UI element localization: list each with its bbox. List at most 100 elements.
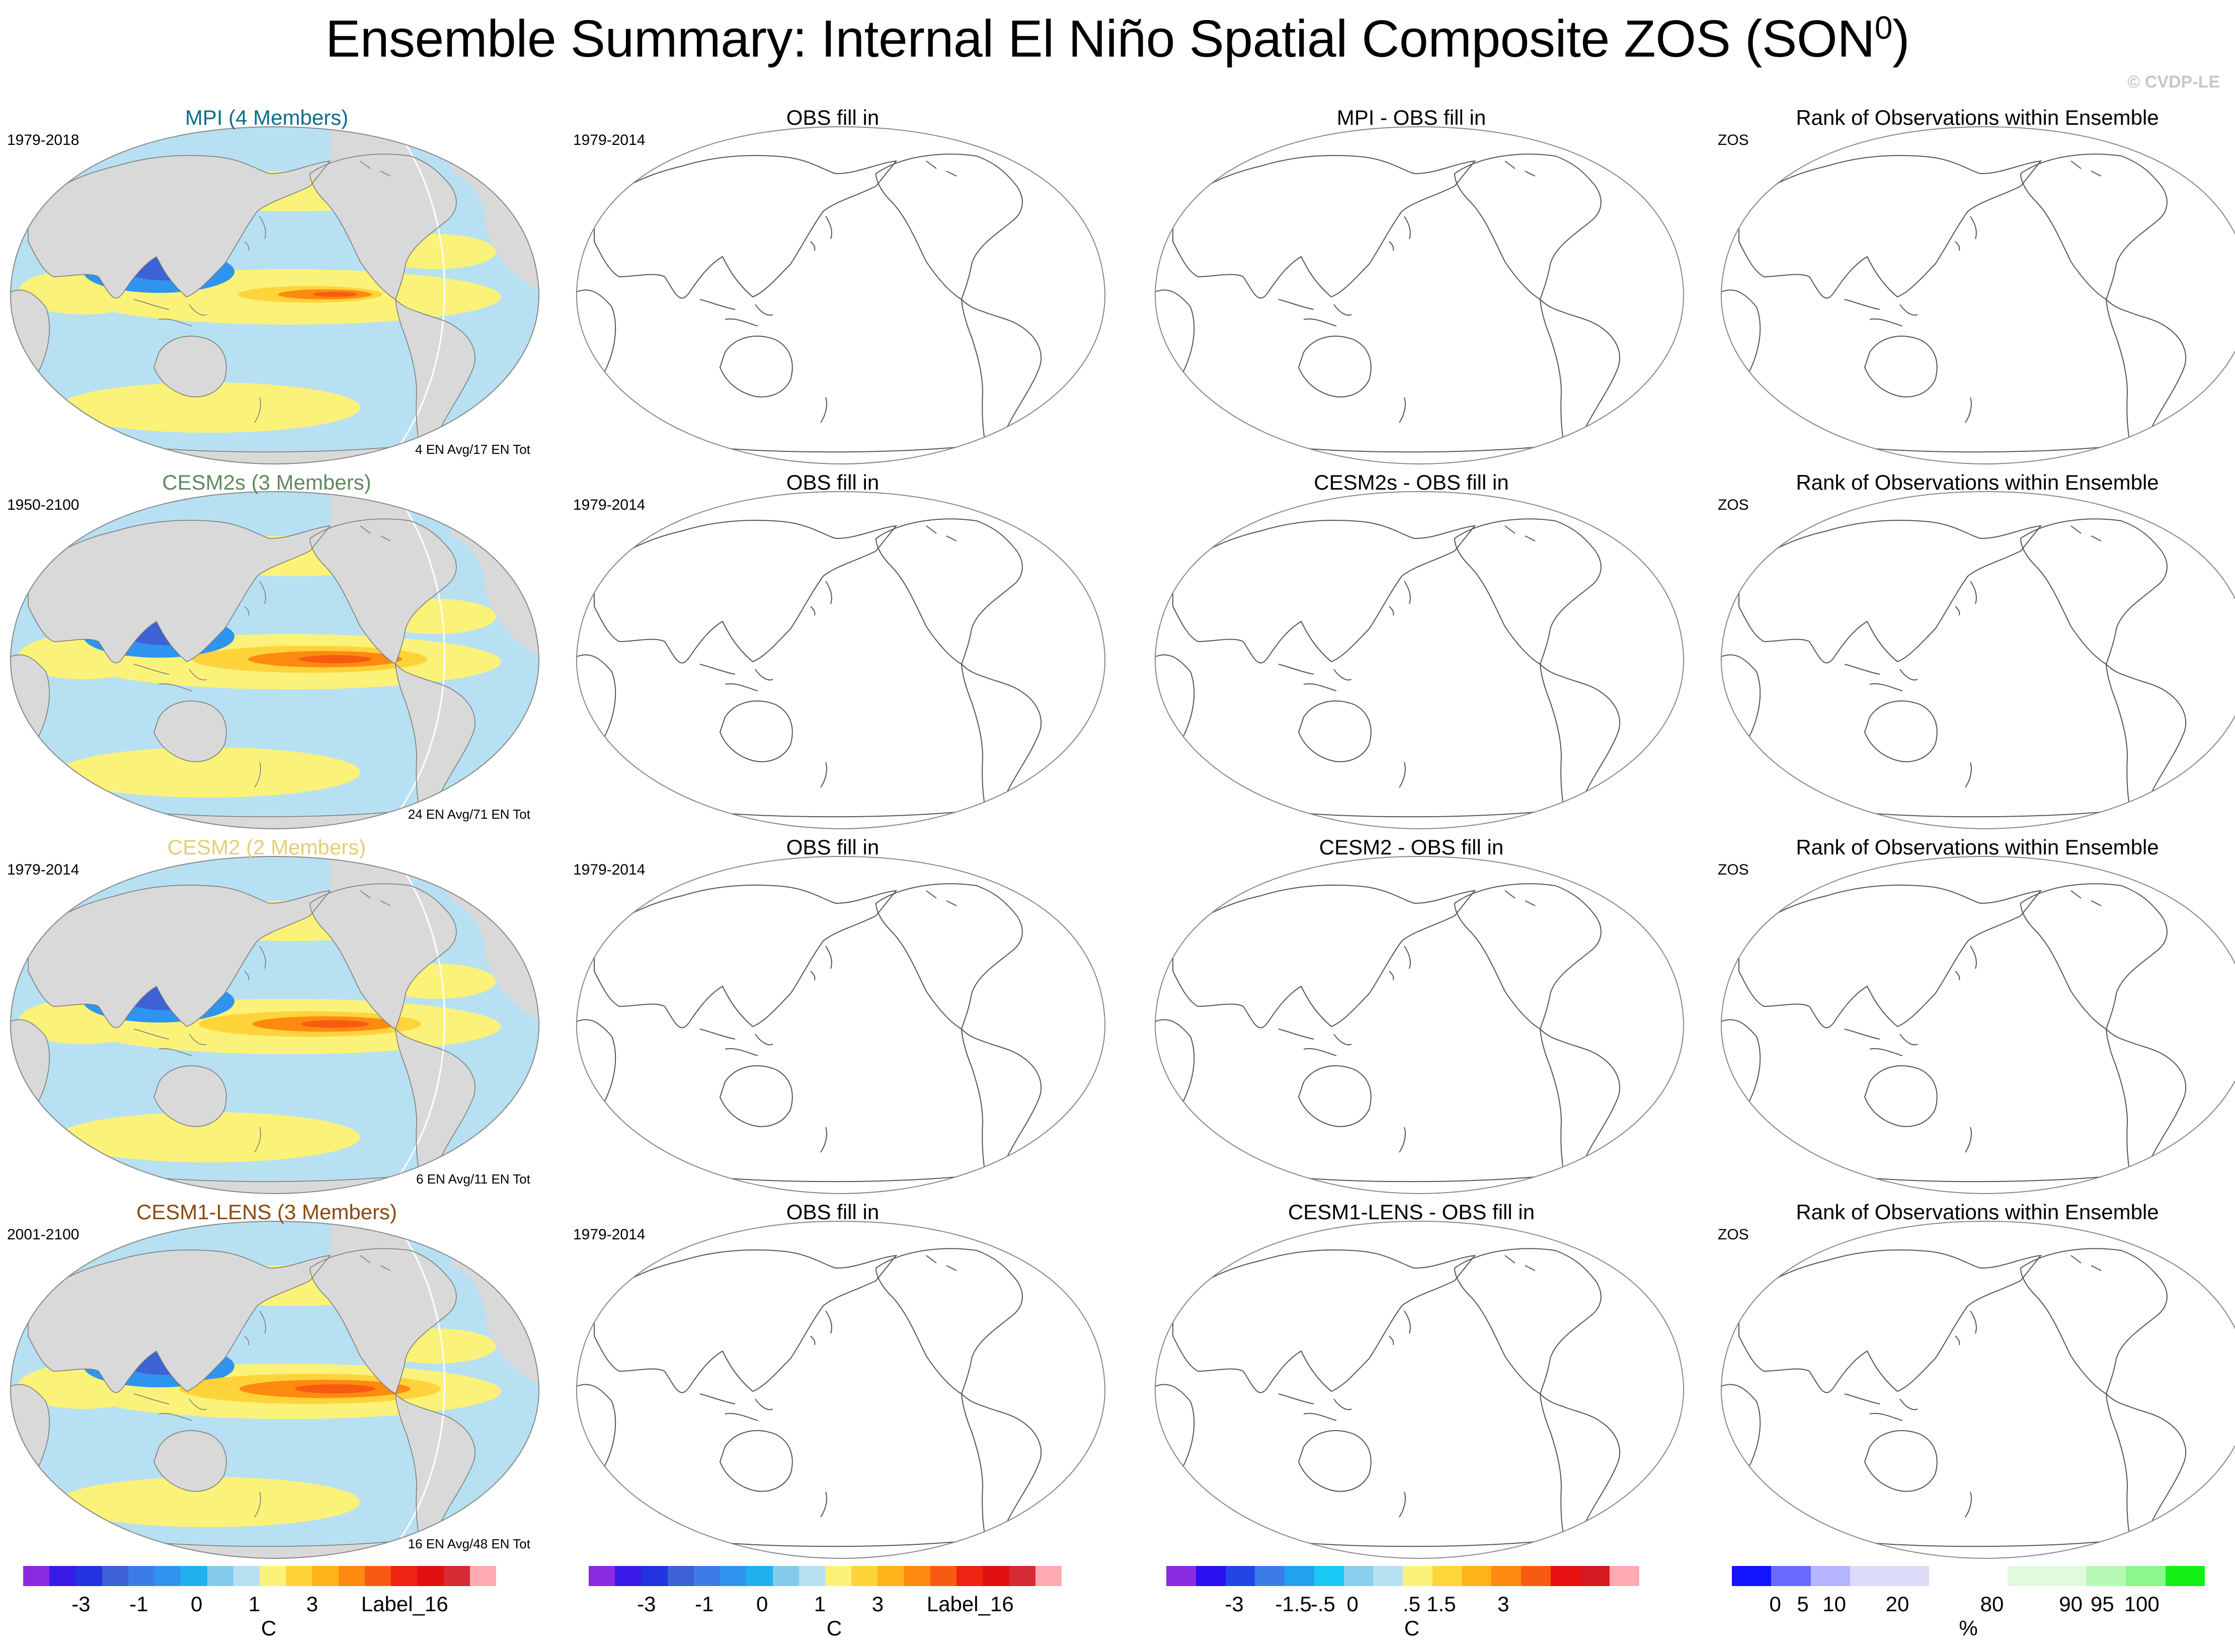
colorbar: -3 -1.5 -.5 0 .5 1.5 3 C	[1166, 1566, 1639, 1641]
model-map	[10, 126, 540, 464]
colorbar-swatch	[930, 1566, 957, 1586]
colorbar-unit: C	[826, 1616, 842, 1640]
colorbar-swatch	[1810, 1566, 1850, 1586]
colorbar-unit: C	[1404, 1616, 1420, 1640]
obs-map	[576, 491, 1106, 829]
colorbar-swatch	[1732, 1566, 1772, 1586]
event-count-label: 6 EN Avg/11 EN Tot	[416, 1171, 530, 1187]
rank-panel: Rank of Observations within Ensemble ZOS	[1711, 1200, 2235, 1565]
model-left-label: 2001-2100	[7, 1226, 79, 1243]
rank-panel: Rank of Observations within Ensemble ZOS	[1711, 470, 2235, 835]
colorbar-swatch	[1285, 1566, 1314, 1586]
colorbar-swatch	[128, 1566, 155, 1586]
colorbar-swatch	[1255, 1566, 1285, 1586]
colorbar-swatch	[1850, 1566, 1890, 1586]
colorbar-swatch	[2086, 1566, 2126, 1586]
colorbar-tick-label: 0	[1346, 1592, 1359, 1616]
colorbar-tick-label: 3	[1497, 1592, 1509, 1616]
colorbar: -3 -1 0 1 3 Label_16 C	[589, 1566, 1062, 1641]
diff-panel-title: CESM1-LENS - OBS fill in	[1288, 1200, 1535, 1224]
colorbar-unit: %	[1959, 1616, 1978, 1640]
diff-panel: MPI - OBS fill in	[1145, 106, 1708, 470]
colorbar-swatch	[1580, 1566, 1610, 1586]
colorbar-swatch	[1610, 1566, 1639, 1586]
rank-panel: Rank of Observations within Ensemble ZOS	[1711, 835, 2235, 1200]
colorbar-tick-label: -1.5	[1275, 1592, 1312, 1616]
rank-panel-title: Rank of Observations within Ensemble	[1796, 470, 2159, 494]
rank-map	[1720, 126, 2235, 464]
rank-left-label: ZOS	[1718, 132, 1749, 148]
colorbar: 0 5 10 20 80 90 95 100%	[1732, 1566, 2205, 1641]
event-count-label: 16 EN Avg/48 EN Tot	[408, 1536, 530, 1551]
colorbar-swatch	[1432, 1566, 1462, 1586]
colorbar-swatch	[417, 1566, 444, 1586]
colorbar-tick-label: -3	[637, 1592, 656, 1616]
colorbar-tick-label: 5	[1797, 1592, 1809, 1616]
colorbar-swatch	[1195, 1566, 1226, 1586]
colorbar-tick-label: 3	[871, 1592, 884, 1616]
colorbar-tick-label: 90	[2059, 1592, 2083, 1616]
colorbar-swatch	[904, 1566, 930, 1586]
colorbar-swatch	[746, 1566, 773, 1586]
colorbar-swatch	[1889, 1566, 1929, 1586]
rank-panel-title: Rank of Observations within Ensemble	[1796, 835, 2159, 859]
colorbar-swatch	[877, 1566, 904, 1586]
diff-panel-title: MPI - OBS fill in	[1336, 106, 1486, 129]
colorbar-swatch	[23, 1566, 50, 1586]
colorbar-swatch	[1521, 1566, 1551, 1586]
colorbar-swatch	[1968, 1566, 2008, 1586]
colorbar-tick-label: Label_16	[926, 1592, 1014, 1616]
colorbar-swatch	[469, 1566, 496, 1586]
model-map	[10, 856, 540, 1194]
obs-panel-title: OBS fill in	[786, 106, 880, 129]
colorbar-tick-label: 20	[1885, 1592, 1909, 1616]
colorbar-swatch	[312, 1566, 339, 1586]
colorbar-tick-label: -.5	[1310, 1592, 1335, 1616]
colorbar-swatch	[1373, 1566, 1403, 1586]
colorbar-swatch	[49, 1566, 76, 1586]
obs-left-label: 1979-2014	[573, 132, 646, 148]
colorbar-tick-label: -3	[1225, 1592, 1244, 1616]
colorbar-tick-label: 1.5	[1426, 1592, 1456, 1616]
colorbar-swatch	[2126, 1566, 2166, 1586]
colorbar-tick-label: Label_16	[361, 1592, 448, 1616]
colorbar-swatch	[75, 1566, 102, 1586]
colorbar-swatch	[720, 1566, 747, 1586]
colorbar: -3 -1 0 1 3 Label_16 C	[23, 1566, 496, 1641]
colorbar-tick-label: 0	[1769, 1592, 1781, 1616]
colorbar-swatch	[1771, 1566, 1811, 1586]
diff-map	[1154, 126, 1685, 464]
diff-panel-title: CESM2 - OBS fill in	[1319, 835, 1504, 859]
colorbar-swatch	[641, 1566, 668, 1586]
diff-map	[1154, 1221, 1685, 1559]
diff-panel-title: CESM2s - OBS fill in	[1314, 470, 1509, 494]
colorbar-tick-label: 0	[756, 1592, 768, 1616]
obs-panel: OBS fill in 1979-2014	[566, 1200, 1130, 1565]
obs-panel: OBS fill in 1979-2014	[566, 470, 1130, 835]
colorbar-swatch	[364, 1566, 391, 1586]
colorbar-swatch	[825, 1566, 852, 1586]
model-panel-title: CESM1-LENS (3 Members)	[136, 1200, 397, 1224]
colorbar-tick-label: 100	[2124, 1592, 2160, 1616]
obs-panel-title: OBS fill in	[786, 1200, 880, 1224]
diff-map	[1154, 491, 1685, 829]
diff-panel: CESM2s - OBS fill in	[1145, 470, 1708, 835]
colorbar-swatch	[154, 1566, 181, 1586]
colorbar-swatch	[667, 1566, 694, 1586]
colorbar-swatch	[443, 1566, 470, 1586]
rank-map	[1720, 1221, 2235, 1559]
rank-map	[1720, 856, 2235, 1194]
diff-map	[1154, 856, 1685, 1194]
model-left-label: 1950-2100	[7, 497, 79, 513]
colorbar-swatch	[1491, 1566, 1521, 1586]
obs-map	[576, 1221, 1106, 1559]
model-left-label: 1979-2014	[7, 861, 79, 878]
colorbar-tick-label: 80	[1980, 1592, 2004, 1616]
colorbar-swatch	[338, 1566, 365, 1586]
colorbar-swatch	[851, 1566, 878, 1586]
model-panel: CESM1-LENS (3 Members) 2001-2100 16 EN Avg…	[0, 1200, 564, 1565]
colorbar-tick-label: .5	[1403, 1592, 1421, 1616]
colorbar-swatch	[956, 1566, 983, 1586]
colorbar-swatch	[1343, 1566, 1374, 1586]
colorbar-swatch	[799, 1566, 825, 1586]
